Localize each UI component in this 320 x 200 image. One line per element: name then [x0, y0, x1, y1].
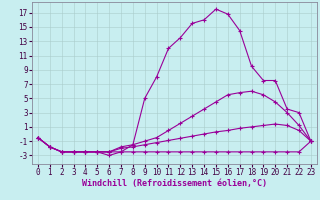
X-axis label: Windchill (Refroidissement éolien,°C): Windchill (Refroidissement éolien,°C) — [82, 179, 267, 188]
